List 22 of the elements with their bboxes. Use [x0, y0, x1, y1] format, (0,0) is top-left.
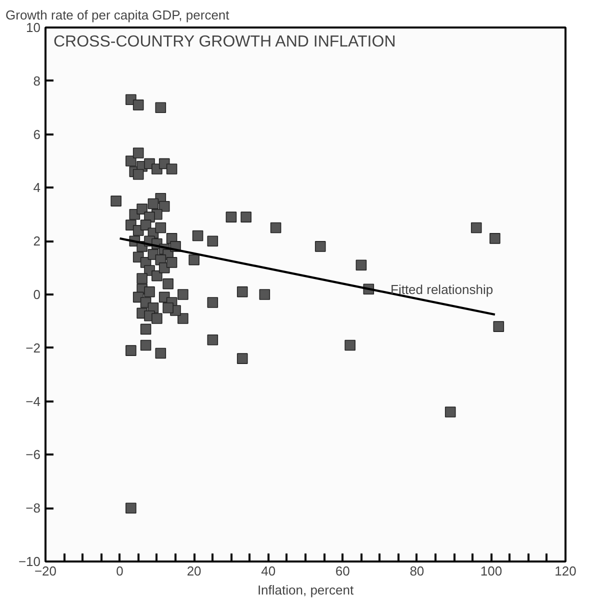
- x-tick-label: 40: [261, 564, 276, 578]
- y-tick-label: −8: [26, 500, 41, 516]
- x-tick-label: 80: [410, 564, 424, 578]
- y-tick-label: −10: [18, 554, 41, 569]
- chart-title: CROSS-COUNTRY GROWTH AND INFLATION: [54, 34, 396, 50]
- x-tick-label: 100: [480, 564, 502, 578]
- x-tick-label: 60: [335, 564, 350, 578]
- y-tick-label: 2: [33, 234, 41, 249]
- y-axis-title: Growth rate of per capita GDP, percent: [6, 8, 230, 22]
- y-tick-label: 8: [33, 73, 41, 88]
- y-tick-label: 10: [26, 20, 41, 35]
- y-tick-label: 0: [33, 287, 41, 302]
- y-tick-label: −4: [26, 394, 41, 409]
- x-tick-label: 20: [186, 564, 202, 578]
- x-axis-title: Inflation, percent: [257, 582, 354, 598]
- y-tick-label: 4: [33, 180, 41, 196]
- x-tick-label: 0: [116, 564, 124, 578]
- annotation: Fitted relationship: [390, 282, 494, 297]
- x-tick-label: 120: [554, 564, 576, 578]
- y-tick-label: −6: [26, 447, 41, 462]
- y-tick-label: 6: [33, 126, 41, 142]
- y-tick-label: −2: [26, 340, 41, 356]
